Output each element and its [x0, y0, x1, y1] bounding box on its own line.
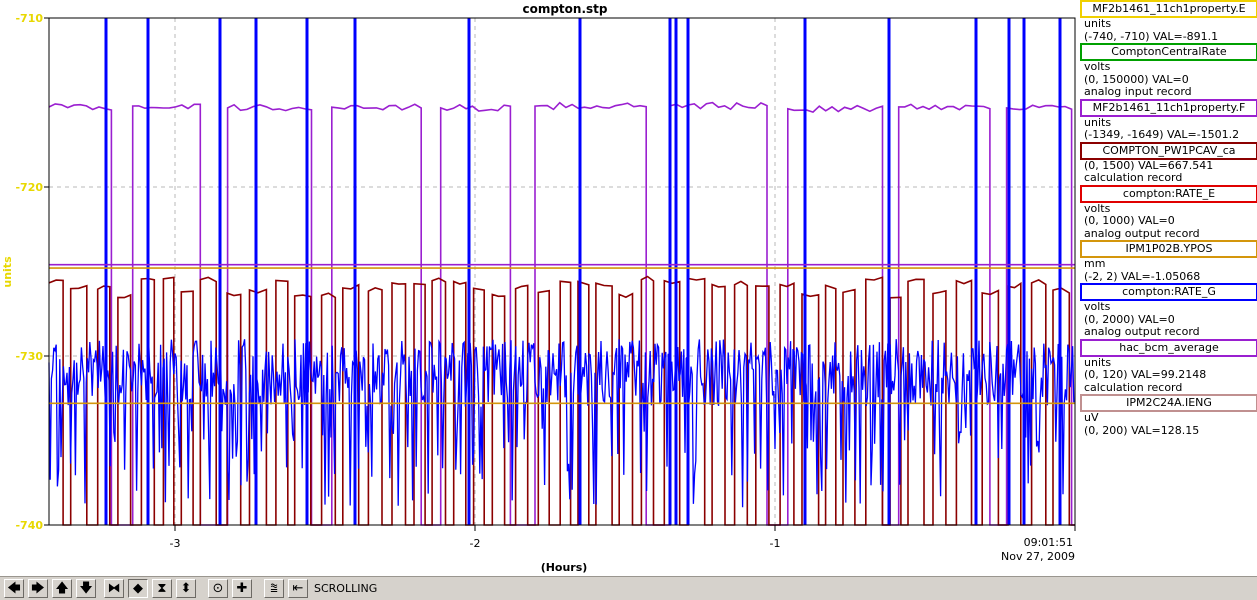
series-line	[48, 101, 1075, 526]
x-tick-label: -1	[770, 537, 781, 550]
zoom-box-button[interactable]: ⊙	[208, 579, 228, 598]
legend-detail: (-1349, -1649) VAL=-1501.2	[1084, 128, 1240, 141]
toolbar: SCROLLING 🡄 🡆 🡅 🡇 ⧓ ◆ ⧗ ⬍ ⊙ ✚ ⩰ ⇤	[0, 576, 1257, 600]
legend-detail: units	[1084, 17, 1112, 30]
pan-down-button[interactable]: 🡇	[76, 579, 96, 598]
x-axis-label: (Hours)	[541, 561, 588, 574]
legend-detail: (0, 150000) VAL=0	[1084, 72, 1189, 86]
timestamp-date: Nov 27, 2009	[1001, 550, 1075, 563]
zoom-x-out-button[interactable]: ◆	[128, 579, 148, 598]
grid-lines	[49, 17, 1075, 526]
legend-detail: (0, 1500) VAL=667.541	[1084, 158, 1214, 172]
autoscale-button[interactable]: ⩰	[264, 579, 284, 598]
legend-detail: (-740, -710) VAL=-891.1	[1084, 29, 1219, 43]
zoom-x-in-button[interactable]: ⧓	[104, 579, 124, 598]
legend-detail: units	[1084, 115, 1112, 129]
x-tick-label: -3	[170, 537, 181, 550]
series-group	[48, 18, 1075, 526]
legend-detail: (0, 1000) VAL=0	[1084, 214, 1175, 227]
legend-detail: (0, 120) VAL=99.2148	[1084, 368, 1207, 381]
chart-plot[interactable]: compton.stp -710 -720 -730 -740 -3 -2 -1 unit…	[0, 0, 1257, 576]
legend-entry[interactable]: MF2b1461_11ch1property.F	[1080, 98, 1257, 117]
legend-detail: calculation record	[1084, 171, 1183, 184]
timestamp-time: 09:01:51	[1024, 536, 1073, 549]
legend-detail: uV	[1084, 411, 1099, 424]
plot-frame	[48, 17, 1076, 526]
series-line	[48, 339, 1075, 508]
pan-left-button[interactable]: 🡄	[4, 579, 24, 598]
legend-detail: (0, 200) VAL=128.15	[1084, 423, 1200, 437]
undo-zoom-button[interactable]: ⇤	[288, 579, 308, 598]
legend-entry[interactable]: compton:RATE_G	[1080, 283, 1257, 301]
pan-right-button[interactable]: 🡆	[28, 579, 48, 598]
y-tick-label: -720	[15, 181, 43, 194]
scrolling-status: SCROLLING	[314, 582, 378, 595]
legend-detail: calculation record	[1084, 380, 1183, 394]
legend-detail: (0, 2000) VAL=0	[1084, 312, 1175, 326]
legend-entry[interactable]: IPM2C24A.IENG	[1080, 394, 1257, 412]
legend-entry[interactable]: ComptonCentralRate	[1080, 43, 1257, 61]
legend-detail: units	[1084, 355, 1112, 369]
legend-detail: (-2, 2) VAL=-1.05068	[1084, 269, 1201, 283]
legend-detail: volts	[1084, 300, 1111, 313]
y-axis-label: units	[1, 256, 14, 288]
legend-detail: mm	[1084, 257, 1106, 270]
x-axis: -3 -2 -1	[170, 525, 1076, 550]
legend-entry[interactable]: COMPTON_PW1PCAV_ca	[1080, 141, 1257, 160]
legend-entry[interactable]: compton:RATE_E	[1080, 184, 1257, 203]
legend-entry[interactable]: MF2b1461_11ch1property.E	[1080, 0, 1257, 18]
legend-detail: analog input record	[1084, 85, 1192, 98]
chart-title: compton.stp	[522, 2, 607, 16]
y-tick-label: -740	[15, 519, 43, 532]
y-axis: -710 -720 -730 -740	[15, 12, 49, 532]
y-tick-label: -730	[15, 350, 43, 363]
zoom-y-in-button[interactable]: ⧗	[152, 579, 172, 598]
zoom-y-out-button[interactable]: ⬍	[176, 579, 196, 598]
legend-detail: analog output record	[1084, 325, 1200, 338]
legend-detail: volts	[1084, 60, 1111, 73]
pan-up-button[interactable]: 🡅	[52, 579, 72, 598]
crosshair-button[interactable]: ✚	[232, 579, 252, 598]
x-tick-label: -2	[470, 537, 481, 550]
y-tick-label: -710	[15, 12, 43, 25]
legend-entry[interactable]: hac_bcm_average	[1080, 338, 1257, 357]
legend-entry[interactable]: IPM1P02B.YPOS	[1080, 240, 1257, 258]
legend-detail: analog output record	[1084, 226, 1200, 240]
legend-detail: volts	[1084, 201, 1111, 215]
